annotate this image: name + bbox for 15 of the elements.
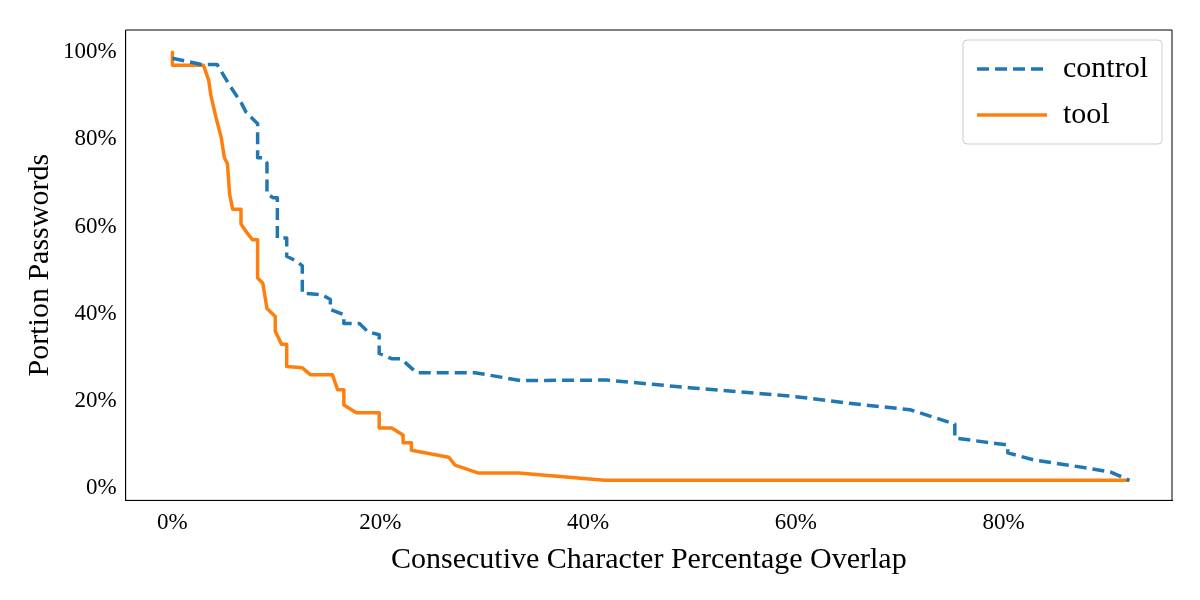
y-tick-label: 0% [85, 474, 117, 500]
x-tick-label: 60% [774, 509, 817, 535]
y-axis-title: Portion Passwords [20, 153, 54, 377]
x-tick-label: 80% [982, 509, 1025, 535]
y-tick-label: 20% [74, 387, 117, 413]
y-tick-label: 80% [74, 125, 117, 151]
x-tick-label: 20% [359, 509, 402, 535]
x-tick-label: 40% [566, 509, 610, 535]
y-tick-label: 60% [74, 212, 117, 238]
legend-label: control [1063, 49, 1149, 83]
x-tick-label: 0% [157, 509, 188, 535]
legend-label: tool [1063, 95, 1110, 129]
y-tick-label: 40% [74, 299, 117, 325]
y-tick-label: 100% [62, 38, 117, 64]
x-axis-title: Consecutive Character Percentage Overlap [391, 540, 907, 574]
